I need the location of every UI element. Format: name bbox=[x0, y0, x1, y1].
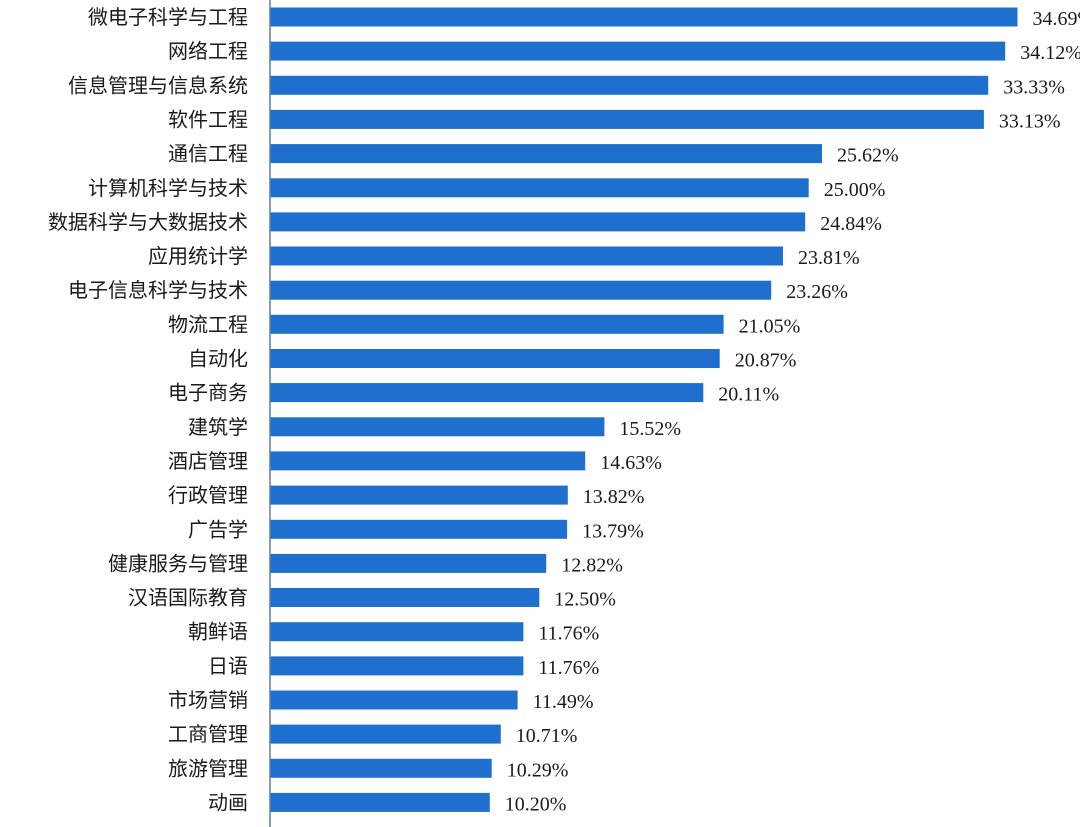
value-labels-group: 34.69% 34.12% 33.33% 33.13% 25.62% 25.00% 24.8… bbox=[505, 8, 1080, 815]
value-label: 13.79% bbox=[582, 520, 644, 542]
value-label: 14.63% bbox=[600, 452, 662, 474]
category-label: 电子商务 bbox=[168, 381, 248, 405]
value-label: 11.49% bbox=[533, 691, 594, 713]
value-label: 25.00% bbox=[824, 179, 886, 201]
bar bbox=[270, 451, 586, 471]
value-label: 21.05% bbox=[739, 315, 801, 337]
category-label: 软件工程 bbox=[168, 107, 248, 131]
value-label: 11.76% bbox=[538, 657, 599, 679]
category-label: 数据科学与大数据技术 bbox=[48, 210, 248, 234]
value-label: 10.20% bbox=[505, 793, 567, 815]
value-label: 34.12% bbox=[1020, 42, 1080, 64]
value-label: 34.69% bbox=[1033, 8, 1080, 30]
bar bbox=[270, 588, 540, 607]
category-label: 旅游管理 bbox=[168, 756, 248, 780]
category-label: 通信工程 bbox=[168, 142, 248, 166]
category-label: 朝鲜语 bbox=[188, 620, 248, 644]
category-label: 酒店管理 bbox=[168, 449, 248, 473]
value-label: 13.82% bbox=[583, 486, 645, 508]
bar bbox=[270, 75, 989, 95]
bar bbox=[270, 417, 605, 437]
category-label: 行政管理 bbox=[168, 483, 248, 507]
bar bbox=[270, 383, 704, 403]
value-label: 25.62% bbox=[837, 145, 899, 167]
category-label: 动画 bbox=[208, 790, 248, 814]
value-label: 15.52% bbox=[619, 418, 681, 440]
bar bbox=[270, 758, 492, 778]
value-label: 12.50% bbox=[554, 589, 616, 611]
value-label: 24.84% bbox=[820, 213, 882, 235]
category-label: 市场营销 bbox=[168, 688, 248, 712]
bar bbox=[270, 144, 822, 164]
bars-group bbox=[270, 7, 1018, 812]
bar bbox=[270, 349, 720, 368]
category-label: 建筑学 bbox=[188, 415, 248, 439]
value-label: 23.26% bbox=[786, 281, 848, 303]
category-label: 汉语国际教育 bbox=[128, 586, 248, 610]
category-label: 信息管理与信息系统 bbox=[68, 73, 248, 97]
category-labels-group: 微电子科学与工程网络工程信息管理与信息系统软件工程通信工程计算机科学与技术数据科… bbox=[48, 5, 248, 814]
value-label: 23.81% bbox=[798, 247, 860, 269]
category-label: 网络工程 bbox=[168, 39, 248, 63]
category-label: 日语 bbox=[208, 654, 248, 678]
bar bbox=[270, 109, 984, 129]
category-label: 工商管理 bbox=[168, 722, 248, 746]
category-label: 物流工程 bbox=[168, 312, 248, 336]
value-label: 12.82% bbox=[561, 554, 623, 576]
category-label: 电子信息科学与技术 bbox=[68, 278, 248, 302]
bar bbox=[270, 178, 809, 198]
bar bbox=[270, 553, 547, 573]
category-label: 计算机科学与技术 bbox=[88, 176, 248, 200]
category-label: 广告学 bbox=[188, 517, 248, 541]
bar bbox=[270, 690, 518, 710]
bar bbox=[270, 280, 772, 300]
bar bbox=[270, 212, 806, 232]
value-label: 20.87% bbox=[735, 350, 797, 372]
value-label: 20.11% bbox=[718, 384, 779, 406]
bar bbox=[270, 485, 568, 505]
value-label: 10.71% bbox=[516, 725, 578, 747]
bar bbox=[270, 246, 783, 266]
bar bbox=[270, 622, 524, 642]
bar bbox=[270, 724, 501, 744]
bar bbox=[270, 41, 1006, 61]
bar bbox=[270, 314, 724, 334]
value-label: 33.33% bbox=[1003, 76, 1065, 98]
value-label: 10.29% bbox=[507, 759, 569, 781]
category-label: 微电子科学与工程 bbox=[88, 5, 248, 29]
value-label: 11.76% bbox=[538, 623, 599, 645]
bar bbox=[270, 656, 524, 676]
category-label: 健康服务与管理 bbox=[108, 551, 248, 575]
category-label: 自动化 bbox=[188, 347, 248, 371]
bar bbox=[270, 519, 568, 539]
category-label: 应用统计学 bbox=[148, 244, 248, 268]
value-label: 33.13% bbox=[999, 110, 1061, 132]
bar bbox=[270, 792, 490, 812]
bar bbox=[270, 7, 1018, 27]
